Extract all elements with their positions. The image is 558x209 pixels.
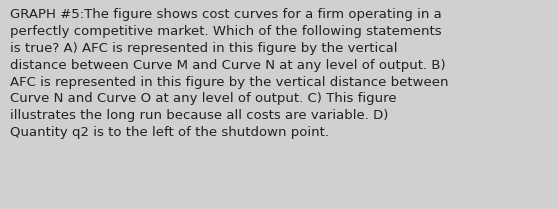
Text: GRAPH #5:The figure shows cost curves for a firm operating in a
perfectly compet: GRAPH #5:The figure shows cost curves fo… bbox=[10, 8, 449, 139]
